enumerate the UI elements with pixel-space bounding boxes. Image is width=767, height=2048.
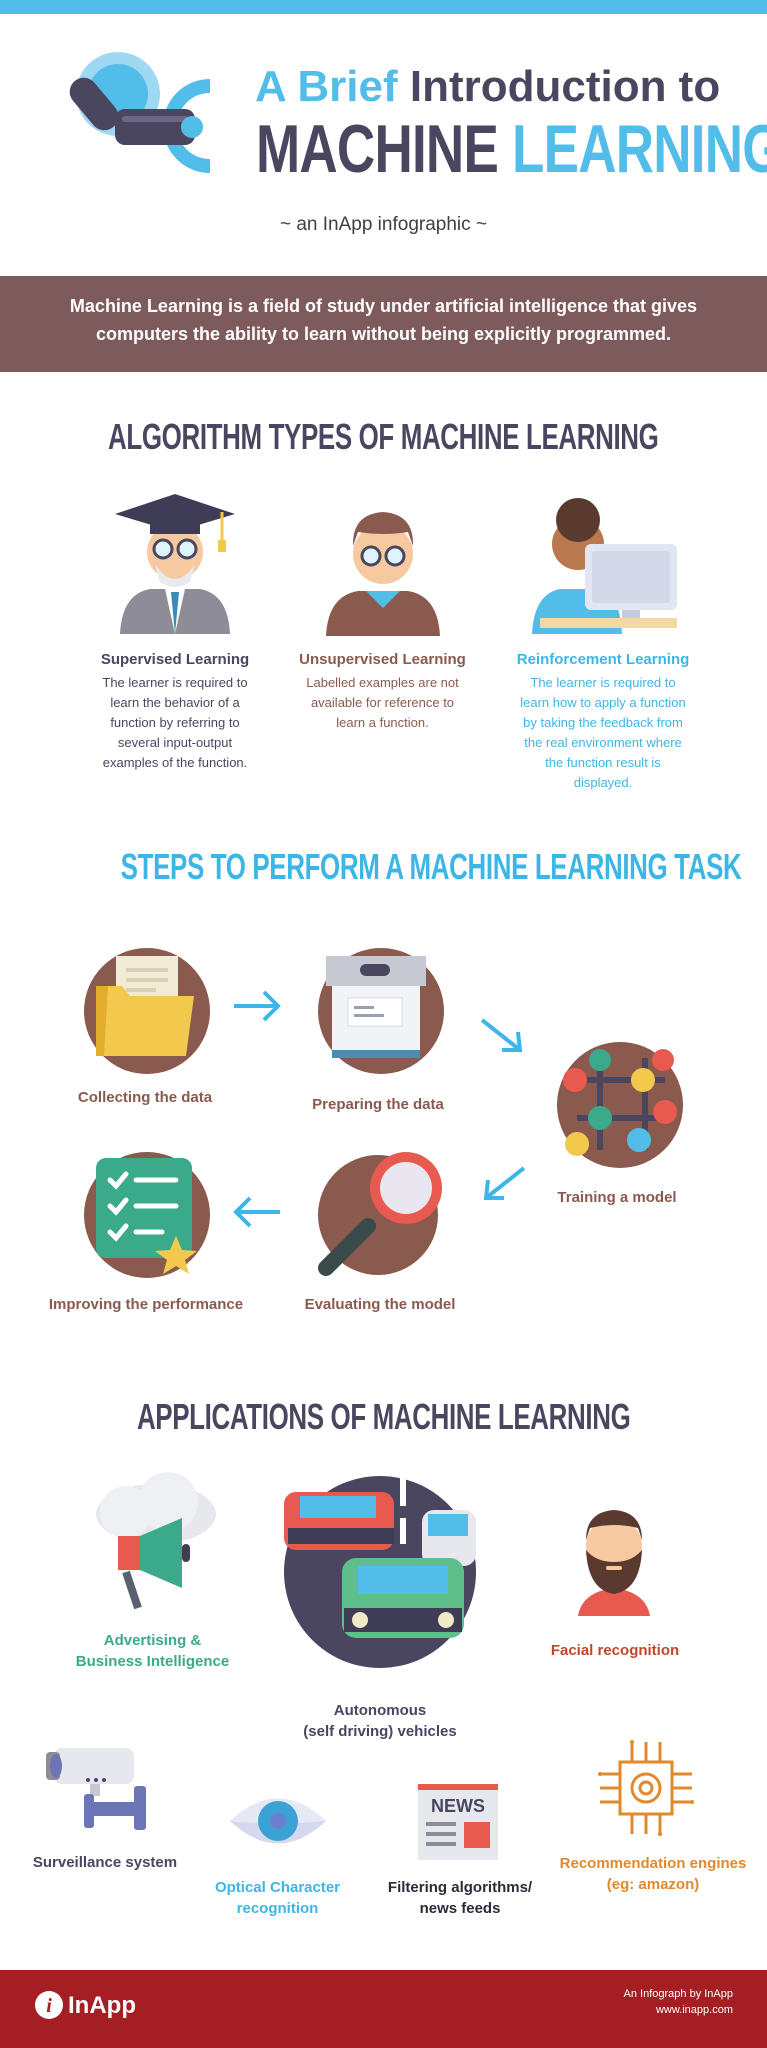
applications-heading: APPLICATIONS OF MACHINE LEARNING [136, 1396, 631, 1437]
magnifier-icon [318, 1152, 442, 1276]
top-accent-bar [0, 0, 767, 14]
step-collecting-label: Collecting the data [77, 1089, 213, 1106]
footer-website-link[interactable]: www.inapp.com [655, 2004, 733, 2016]
svg-text:i: i [46, 1995, 52, 2017]
cars-road-icon [284, 1476, 476, 1668]
arrow-down-right-icon [480, 1018, 523, 1052]
app-ocr-label: Optical Character recognition [214, 1879, 341, 1917]
app-autonomous-label: Autonomous (self driving) vehicles [303, 1702, 457, 1740]
app-filtering-label: Filtering algorithms/news feeds [387, 1879, 533, 1917]
definition-band [0, 276, 767, 372]
footer-credit: An Infograph by InApp www.inapp.com [623, 1988, 733, 2016]
newspaper-icon: NEWS [418, 1784, 498, 1860]
reinforcement-description: The learner is required to learn how to … [520, 675, 686, 790]
step-training-label: Training a model [557, 1189, 677, 1206]
security-camera-icon [46, 1748, 146, 1830]
arrow-down-left-icon [483, 1166, 526, 1200]
page-subtitle: ~ an InApp infographic ~ [279, 214, 488, 235]
definition-text: Machine Learning is a field of study und… [69, 296, 698, 344]
step-preparing-label: Preparing the data [312, 1096, 444, 1113]
arrow-right-icon [234, 990, 281, 1022]
page-title-line1: A Brief Introduction to [255, 62, 721, 111]
chip-gear-icon [598, 1740, 694, 1836]
folder-icon [84, 948, 210, 1074]
supervised-description: The learner is required to learn the beh… [102, 675, 248, 770]
supervised-title: Supervised Learning [100, 651, 250, 668]
page-title-line2: MACHINE LEARNING [256, 111, 767, 187]
app-recommendation-label: Recommendation engines (eg: amazon) [559, 1855, 747, 1893]
student-icon [326, 512, 440, 636]
checklist-star-icon [84, 1152, 210, 1278]
steps-heading: STEPS TO PERFORM A MACHINE LEARNING TASK [120, 846, 742, 887]
ml-logo-icon [69, 52, 211, 173]
app-advertising-label: Advertising & Business Intelligence [75, 1632, 230, 1670]
step-improving-label: Improving the performance [48, 1296, 244, 1313]
professor-icon [115, 494, 235, 634]
computer-user-icon [532, 498, 677, 634]
algorithm-types-heading: ALGORITHM TYPES OF MACHINE LEARNING [108, 416, 659, 457]
unsupervised-title: Unsupervised Learning [299, 651, 466, 668]
newspaper-icon-text: NEWS [431, 1796, 485, 1816]
footer-logo-text[interactable]: InApp [68, 1992, 136, 2019]
app-facial-label: Facial recognition [550, 1642, 680, 1659]
reinforcement-title: Reinforcement Learning [516, 651, 690, 668]
megaphone-cloud-icon [96, 1472, 216, 1610]
bearded-face-icon [578, 1510, 650, 1616]
inapp-logo-icon: i [35, 1991, 63, 2019]
network-graph-icon [557, 1042, 683, 1168]
app-surveillance-label: Surveillance system [32, 1854, 178, 1871]
arrow-left-icon [233, 1196, 280, 1228]
unsupervised-description: Labelled examples are not available for … [306, 675, 459, 730]
footer-band [0, 1970, 767, 2048]
archive-box-icon [318, 948, 444, 1074]
eye-icon [230, 1798, 326, 1844]
step-evaluating-label: Evaluating the model [304, 1296, 456, 1313]
